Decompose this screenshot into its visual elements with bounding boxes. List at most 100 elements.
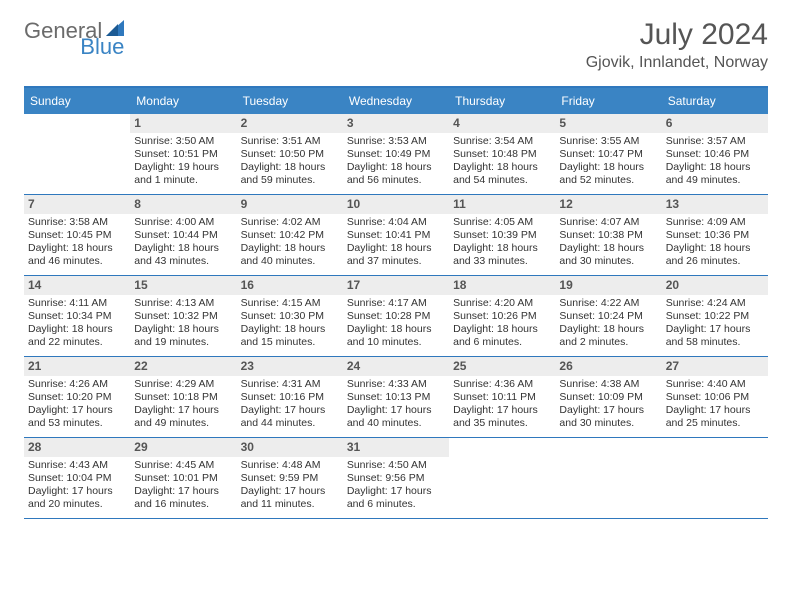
d1-text: Daylight: 17 hours [241,485,339,498]
d1-text: Daylight: 17 hours [666,323,764,336]
calendar-day-cell: 18Sunrise: 4:20 AMSunset: 10:26 PMDaylig… [449,276,555,356]
d2-text: and 37 minutes. [347,255,445,268]
calendar-day-cell: 12Sunrise: 4:07 AMSunset: 10:38 PMDaylig… [555,195,661,275]
day-number: 1 [130,114,236,133]
day-number: 19 [555,276,661,295]
d2-text: and 53 minutes. [28,417,126,430]
d2-text: and 44 minutes. [241,417,339,430]
day-number: 26 [555,357,661,376]
weekday-header-row: Sunday Monday Tuesday Wednesday Thursday… [24,88,768,114]
day-number: 23 [237,357,343,376]
day-number: 17 [343,276,449,295]
sunset-text: Sunset: 10:47 PM [559,148,657,161]
sunrise-text: Sunrise: 4:20 AM [453,297,551,310]
day-number: 30 [237,438,343,457]
calendar-day-cell: 28Sunrise: 4:43 AMSunset: 10:04 PMDaylig… [24,438,130,518]
calendar-week-row: 1Sunrise: 3:50 AMSunset: 10:51 PMDayligh… [24,114,768,195]
calendar-day-cell: 26Sunrise: 4:38 AMSunset: 10:09 PMDaylig… [555,357,661,437]
sunset-text: Sunset: 10:42 PM [241,229,339,242]
sunrise-text: Sunrise: 4:36 AM [453,378,551,391]
sunset-text: Sunset: 10:41 PM [347,229,445,242]
calendar-day-cell: 1Sunrise: 3:50 AMSunset: 10:51 PMDayligh… [130,114,236,194]
sunrise-text: Sunrise: 4:26 AM [28,378,126,391]
calendar-day-cell: 2Sunrise: 3:51 AMSunset: 10:50 PMDayligh… [237,114,343,194]
d2-text: and 40 minutes. [241,255,339,268]
sunset-text: Sunset: 9:59 PM [241,472,339,485]
d1-text: Daylight: 18 hours [241,323,339,336]
location-subtitle: Gjovik, Innlandet, Norway [586,54,768,72]
d2-text: and 49 minutes. [666,174,764,187]
sunrise-text: Sunrise: 4:22 AM [559,297,657,310]
calendar-week-row: 7Sunrise: 3:58 AMSunset: 10:45 PMDayligh… [24,195,768,276]
weekday-header: Saturday [662,88,768,114]
day-number: 4 [449,114,555,133]
calendar-day-cell: 25Sunrise: 4:36 AMSunset: 10:11 PMDaylig… [449,357,555,437]
day-number: 20 [662,276,768,295]
d2-text: and 30 minutes. [559,417,657,430]
sunset-text: Sunset: 10:28 PM [347,310,445,323]
sunrise-text: Sunrise: 4:38 AM [559,378,657,391]
calendar-day-cell: 11Sunrise: 4:05 AMSunset: 10:39 PMDaylig… [449,195,555,275]
day-number: 9 [237,195,343,214]
d2-text: and 11 minutes. [241,498,339,511]
d1-text: Daylight: 17 hours [28,485,126,498]
calendar-week-row: 21Sunrise: 4:26 AMSunset: 10:20 PMDaylig… [24,357,768,438]
day-number: 7 [24,195,130,214]
d1-text: Daylight: 17 hours [134,404,232,417]
day-number: 24 [343,357,449,376]
calendar-day-cell: 21Sunrise: 4:26 AMSunset: 10:20 PMDaylig… [24,357,130,437]
d2-text: and 25 minutes. [666,417,764,430]
d1-text: Daylight: 18 hours [559,323,657,336]
d2-text: and 52 minutes. [559,174,657,187]
sunset-text: Sunset: 10:44 PM [134,229,232,242]
sunrise-text: Sunrise: 3:50 AM [134,135,232,148]
sunrise-text: Sunrise: 4:00 AM [134,216,232,229]
sunset-text: Sunset: 10:18 PM [134,391,232,404]
calendar-day-cell: 7Sunrise: 3:58 AMSunset: 10:45 PMDayligh… [24,195,130,275]
d2-text: and 22 minutes. [28,336,126,349]
sunset-text: Sunset: 10:32 PM [134,310,232,323]
weekday-header: Thursday [449,88,555,114]
calendar-day-cell [662,438,768,518]
day-number: 14 [24,276,130,295]
sunset-text: Sunset: 10:39 PM [453,229,551,242]
sunrise-text: Sunrise: 4:29 AM [134,378,232,391]
d1-text: Daylight: 18 hours [241,161,339,174]
day-number: 6 [662,114,768,133]
weekday-header: Sunday [24,88,130,114]
d1-text: Daylight: 17 hours [347,485,445,498]
d2-text: and 40 minutes. [347,417,445,430]
d1-text: Daylight: 17 hours [666,404,764,417]
sunrise-text: Sunrise: 4:33 AM [347,378,445,391]
d2-text: and 35 minutes. [453,417,551,430]
day-number [555,438,661,457]
calendar-day-cell: 4Sunrise: 3:54 AMSunset: 10:48 PMDayligh… [449,114,555,194]
sunset-text: Sunset: 10:24 PM [559,310,657,323]
sunset-text: Sunset: 10:34 PM [28,310,126,323]
d2-text: and 16 minutes. [134,498,232,511]
sunrise-text: Sunrise: 4:45 AM [134,459,232,472]
sunset-text: Sunset: 10:36 PM [666,229,764,242]
d1-text: Daylight: 17 hours [134,485,232,498]
d1-text: Daylight: 18 hours [347,242,445,255]
day-number: 28 [24,438,130,457]
sunrise-text: Sunrise: 3:55 AM [559,135,657,148]
d2-text: and 46 minutes. [28,255,126,268]
d1-text: Daylight: 18 hours [241,242,339,255]
sunrise-text: Sunrise: 4:05 AM [453,216,551,229]
day-number: 18 [449,276,555,295]
calendar-day-cell [555,438,661,518]
sunset-text: Sunset: 10:38 PM [559,229,657,242]
sunrise-text: Sunrise: 4:04 AM [347,216,445,229]
day-number [24,114,130,133]
sunset-text: Sunset: 10:09 PM [559,391,657,404]
sunrise-text: Sunrise: 4:17 AM [347,297,445,310]
calendar-day-cell: 24Sunrise: 4:33 AMSunset: 10:13 PMDaylig… [343,357,449,437]
d2-text: and 30 minutes. [559,255,657,268]
d2-text: and 33 minutes. [453,255,551,268]
day-number: 5 [555,114,661,133]
d1-text: Daylight: 19 hours [134,161,232,174]
day-number: 31 [343,438,449,457]
sunset-text: Sunset: 10:30 PM [241,310,339,323]
sunrise-text: Sunrise: 4:50 AM [347,459,445,472]
